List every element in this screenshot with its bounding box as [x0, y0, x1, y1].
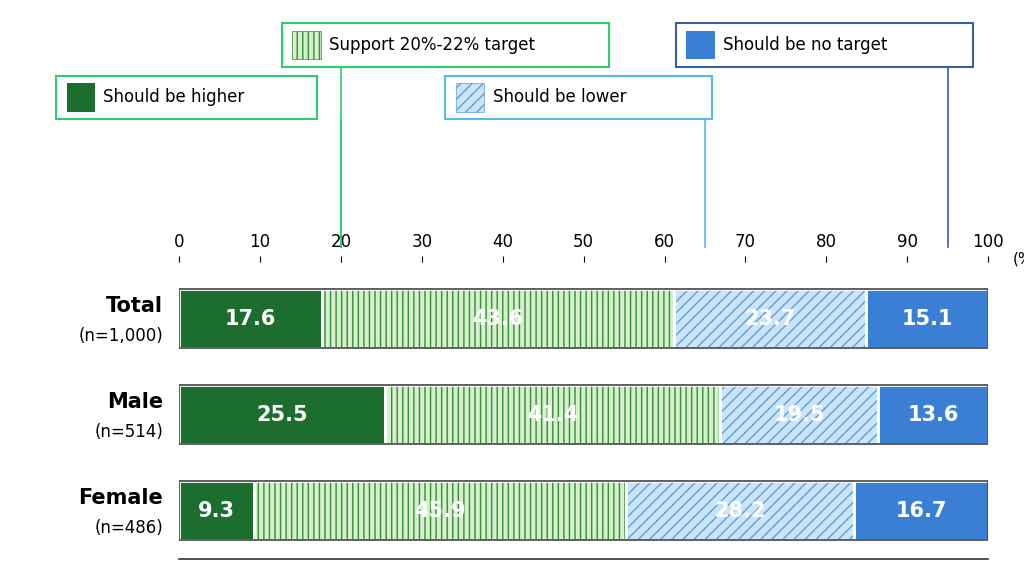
Bar: [674, 289, 866, 348]
Text: 19.5: 19.5: [773, 404, 825, 425]
Bar: [626, 481, 854, 541]
Bar: [866, 289, 988, 348]
Bar: [179, 385, 385, 445]
Text: (n=514): (n=514): [94, 423, 163, 441]
Bar: [179, 289, 988, 348]
Bar: [721, 385, 879, 445]
Bar: [322, 289, 674, 348]
Text: 43.6: 43.6: [472, 308, 523, 328]
Text: Should be no target: Should be no target: [723, 36, 888, 54]
Bar: [254, 481, 626, 541]
Text: 25.5: 25.5: [257, 404, 308, 425]
Bar: [254, 481, 626, 541]
Text: Should be lower: Should be lower: [493, 88, 626, 107]
Text: 13.6: 13.6: [907, 404, 958, 425]
Text: Support 20%-22% target: Support 20%-22% target: [329, 36, 535, 54]
Bar: [179, 385, 385, 445]
Text: 28.2: 28.2: [714, 501, 766, 521]
Bar: [626, 481, 854, 541]
Bar: [179, 385, 988, 445]
Bar: [854, 481, 989, 541]
Text: 15.1: 15.1: [901, 308, 953, 328]
Text: Total: Total: [106, 296, 163, 316]
Bar: [879, 385, 988, 445]
Text: Female: Female: [78, 488, 163, 508]
Text: Should be higher: Should be higher: [103, 88, 245, 107]
Bar: [674, 289, 866, 348]
Bar: [854, 481, 989, 541]
Text: (n=1,000): (n=1,000): [78, 327, 163, 345]
Bar: [179, 481, 254, 541]
Text: (%): (%): [1013, 251, 1024, 267]
Text: 41.4: 41.4: [527, 404, 579, 425]
Bar: [179, 481, 254, 541]
Bar: [879, 385, 988, 445]
Bar: [179, 289, 322, 348]
Bar: [322, 289, 674, 348]
Text: Male: Male: [106, 392, 163, 412]
Text: 45.9: 45.9: [415, 501, 466, 521]
Bar: [179, 481, 988, 541]
Text: 23.7: 23.7: [744, 308, 796, 328]
Bar: [179, 289, 322, 348]
Bar: [721, 385, 879, 445]
Text: 16.7: 16.7: [896, 501, 947, 521]
Text: 17.6: 17.6: [224, 308, 276, 328]
Bar: [385, 385, 721, 445]
Bar: [385, 385, 721, 445]
Text: 9.3: 9.3: [199, 501, 236, 521]
Bar: [866, 289, 988, 348]
Text: (n=486): (n=486): [94, 519, 163, 537]
